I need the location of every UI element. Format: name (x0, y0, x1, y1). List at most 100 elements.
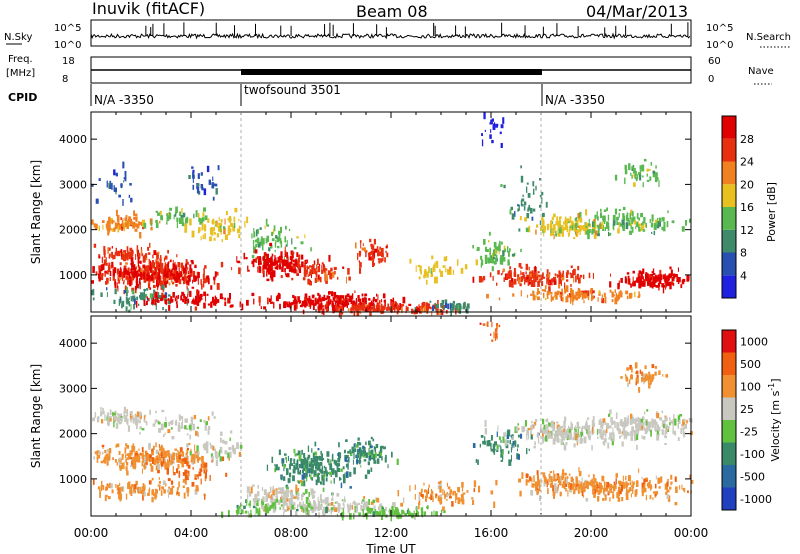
echo-cell (350, 301, 353, 305)
echo-cell (204, 215, 208, 221)
echo-cell (641, 416, 645, 421)
echo-cell (487, 321, 489, 327)
xtick-label: 12:00 (374, 526, 409, 540)
echo-cell (676, 276, 680, 281)
echo-cell (119, 224, 122, 226)
echo-cell (236, 510, 239, 516)
echo-cell (195, 430, 198, 436)
echo-cell (301, 300, 304, 307)
echo-cell (562, 437, 566, 441)
echo-cell (201, 227, 203, 231)
echo-cell (319, 505, 323, 508)
echo-cell (213, 237, 216, 241)
echo-cell (161, 268, 165, 275)
echo-cell (554, 273, 557, 276)
echo-cell (576, 273, 579, 280)
echo-cell (639, 369, 642, 375)
echo-cell (562, 473, 565, 479)
echo-cell (525, 227, 529, 233)
echo-cell (682, 419, 686, 426)
echo-cell (204, 462, 208, 468)
echo-cell (520, 266, 523, 269)
echo-cell (156, 256, 159, 260)
echo-cell (364, 293, 368, 297)
echo-cell (466, 306, 469, 311)
echo-cell (358, 260, 361, 263)
echo-cell (532, 280, 536, 287)
echo-cell (635, 370, 639, 375)
echo-cell (114, 281, 117, 289)
echo-cell (184, 298, 187, 304)
echo-cell (630, 222, 632, 226)
echo-cell (205, 421, 208, 425)
echo-cell (256, 500, 259, 506)
colorbar-tick-label: 8 (740, 247, 747, 260)
echo-cell (526, 448, 528, 455)
echo-cell (145, 454, 147, 458)
echo-cell (491, 253, 494, 258)
echo-cell (258, 296, 261, 303)
echo-cell (554, 276, 557, 282)
echo-cell (601, 423, 604, 429)
echo-cell (560, 296, 562, 299)
echo-cell (533, 421, 537, 426)
echo-cell (317, 279, 319, 282)
echo-cell (614, 297, 618, 305)
echo-cell (125, 454, 127, 459)
echo-cell (267, 297, 269, 305)
echo-cell (607, 442, 610, 449)
echo-cell (282, 487, 284, 493)
echo-cell (281, 458, 285, 464)
echo-cell (551, 224, 553, 230)
echo-cell (491, 322, 493, 328)
echo-cell (609, 281, 612, 288)
echo-cell (130, 417, 132, 423)
echo-cell (134, 297, 136, 305)
echo-cell (298, 454, 302, 462)
echo-cell (598, 483, 600, 487)
echo-cell (127, 251, 131, 257)
time-axis-label: Time UT (365, 542, 416, 554)
echo-cell (108, 451, 111, 458)
echo-cell (297, 450, 301, 456)
echo-cell (151, 273, 155, 276)
echo-cell (550, 476, 553, 483)
echo-cell (635, 280, 638, 283)
echo-cell (356, 452, 360, 459)
echo-cell (629, 418, 633, 425)
echo-cell (666, 486, 668, 493)
echo-cell (311, 495, 315, 499)
echo-cell (313, 505, 316, 512)
echo-cell (123, 222, 126, 227)
echo-cell (147, 282, 151, 289)
echo-cell (556, 475, 559, 479)
echo-cell (601, 222, 604, 229)
echo-cell (628, 220, 631, 226)
echo-cell (176, 468, 178, 474)
echo-cell (407, 510, 411, 516)
echo-cell (177, 492, 180, 497)
echo-cell (157, 451, 160, 455)
echo-cell (580, 225, 583, 231)
echo-cell (221, 511, 224, 519)
echo-cell (543, 233, 545, 237)
echo-cell (624, 164, 627, 170)
echo-cell (621, 441, 624, 447)
echo-cell (269, 258, 271, 263)
echo-cell (541, 281, 544, 286)
echo-cell (317, 305, 321, 311)
echo-cell (671, 220, 675, 223)
echo-cell (107, 484, 109, 489)
echo-cell (163, 434, 165, 437)
echo-cell (370, 243, 373, 247)
echo-cell (286, 252, 289, 255)
echo-cell (653, 230, 656, 236)
echo-cell (586, 429, 588, 434)
echo-cell (385, 250, 387, 253)
echo-cell (331, 300, 334, 305)
echo-cell (629, 364, 632, 370)
echo-cell (222, 439, 225, 444)
xtick-label: 08:00 (274, 526, 309, 540)
echo-cell (170, 280, 174, 283)
echo-cell (565, 225, 568, 230)
